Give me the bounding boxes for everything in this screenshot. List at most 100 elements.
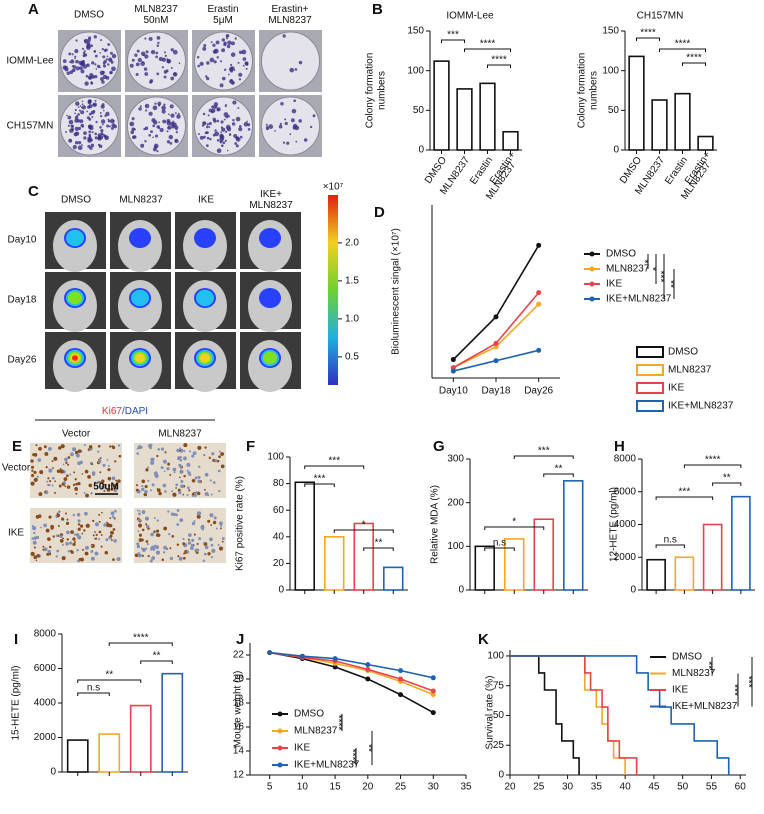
nucleus (139, 445, 143, 449)
nucleus (77, 519, 81, 523)
sig-label: **** (675, 39, 691, 50)
nucleus (209, 479, 212, 482)
nucleus (51, 484, 54, 487)
column-label: 5μM (213, 15, 233, 26)
column-label: MLN8237 (249, 200, 293, 211)
colony (89, 126, 94, 131)
nucleus (73, 471, 76, 474)
legend-marker (589, 296, 595, 302)
colony (131, 127, 135, 131)
nucleus (101, 481, 104, 485)
nucleus (42, 545, 45, 548)
colony (144, 37, 147, 40)
colony (174, 138, 179, 144)
point (493, 344, 499, 350)
colony (71, 53, 74, 56)
scale-label: 50uM (93, 482, 119, 493)
nucleus (107, 476, 112, 481)
nucleus (217, 544, 220, 547)
colony (206, 77, 210, 81)
nucleus (171, 490, 174, 493)
nucleus (211, 452, 215, 456)
nucleus (144, 490, 147, 493)
colony (104, 135, 109, 141)
colony (216, 148, 222, 154)
nucleus (186, 493, 189, 497)
y-tick-label: 8000 (34, 629, 57, 640)
nucleus (33, 546, 36, 549)
colony (221, 76, 226, 81)
nucleus (77, 449, 82, 453)
nucleus (33, 470, 37, 475)
nucleus (161, 558, 165, 562)
nucleus (77, 481, 81, 486)
colony (219, 133, 224, 139)
nucleus (110, 539, 113, 541)
nucleus (213, 516, 217, 520)
chart-title: IOMM-Lee (446, 11, 494, 22)
colony (232, 100, 237, 105)
point (450, 365, 456, 371)
colony (94, 136, 98, 140)
signal (131, 289, 149, 307)
colony (104, 48, 108, 52)
sig-bracket (140, 660, 173, 664)
nucleus (169, 473, 172, 476)
plate (127, 96, 186, 156)
nucleus (193, 533, 196, 536)
colony (303, 138, 308, 142)
colony (156, 72, 160, 76)
nucleus (106, 523, 111, 528)
colony (144, 109, 148, 112)
nucleus (166, 467, 170, 471)
nucleus (148, 443, 153, 448)
nucleus (168, 533, 171, 536)
colony (78, 109, 81, 112)
column-label: DMSO (61, 195, 91, 206)
nucleus (77, 461, 81, 466)
nucleus (141, 487, 145, 491)
colony (202, 122, 205, 125)
y-tick-label: 0 (278, 585, 284, 596)
row-label: IKE (8, 528, 24, 539)
legend-label: IKE (294, 743, 310, 754)
colony (309, 125, 313, 129)
nucleus (52, 476, 55, 480)
column-label: Erastin+ (272, 4, 309, 15)
colony (71, 68, 76, 73)
colony (74, 49, 79, 54)
colony (282, 34, 286, 38)
nucleus (169, 547, 172, 550)
signal (68, 291, 82, 305)
colony (199, 135, 204, 140)
column-label: IKE+ (260, 189, 282, 200)
nucleus (98, 538, 101, 541)
colony (144, 72, 149, 76)
colony (139, 105, 142, 108)
colony (221, 38, 225, 42)
colony (159, 127, 164, 133)
colony (298, 60, 303, 65)
colony (265, 123, 268, 126)
colony (206, 61, 210, 65)
nucleus (116, 557, 121, 562)
colony (226, 126, 232, 132)
colony (226, 35, 229, 38)
colony (91, 125, 94, 127)
nucleus (178, 556, 183, 561)
nucleus (53, 456, 58, 461)
nucleus (90, 492, 93, 495)
colony (74, 140, 79, 145)
colony (274, 130, 276, 132)
nucleus (57, 524, 60, 527)
nucleus (145, 524, 150, 529)
colony (155, 55, 158, 59)
row-label: Day26 (8, 355, 37, 366)
bar (161, 672, 184, 773)
nucleus (109, 517, 112, 520)
nucleus (137, 523, 143, 528)
x-tick-label: 35 (460, 782, 472, 793)
colony (286, 141, 290, 145)
nucleus (85, 523, 90, 528)
nucleus (179, 465, 183, 468)
